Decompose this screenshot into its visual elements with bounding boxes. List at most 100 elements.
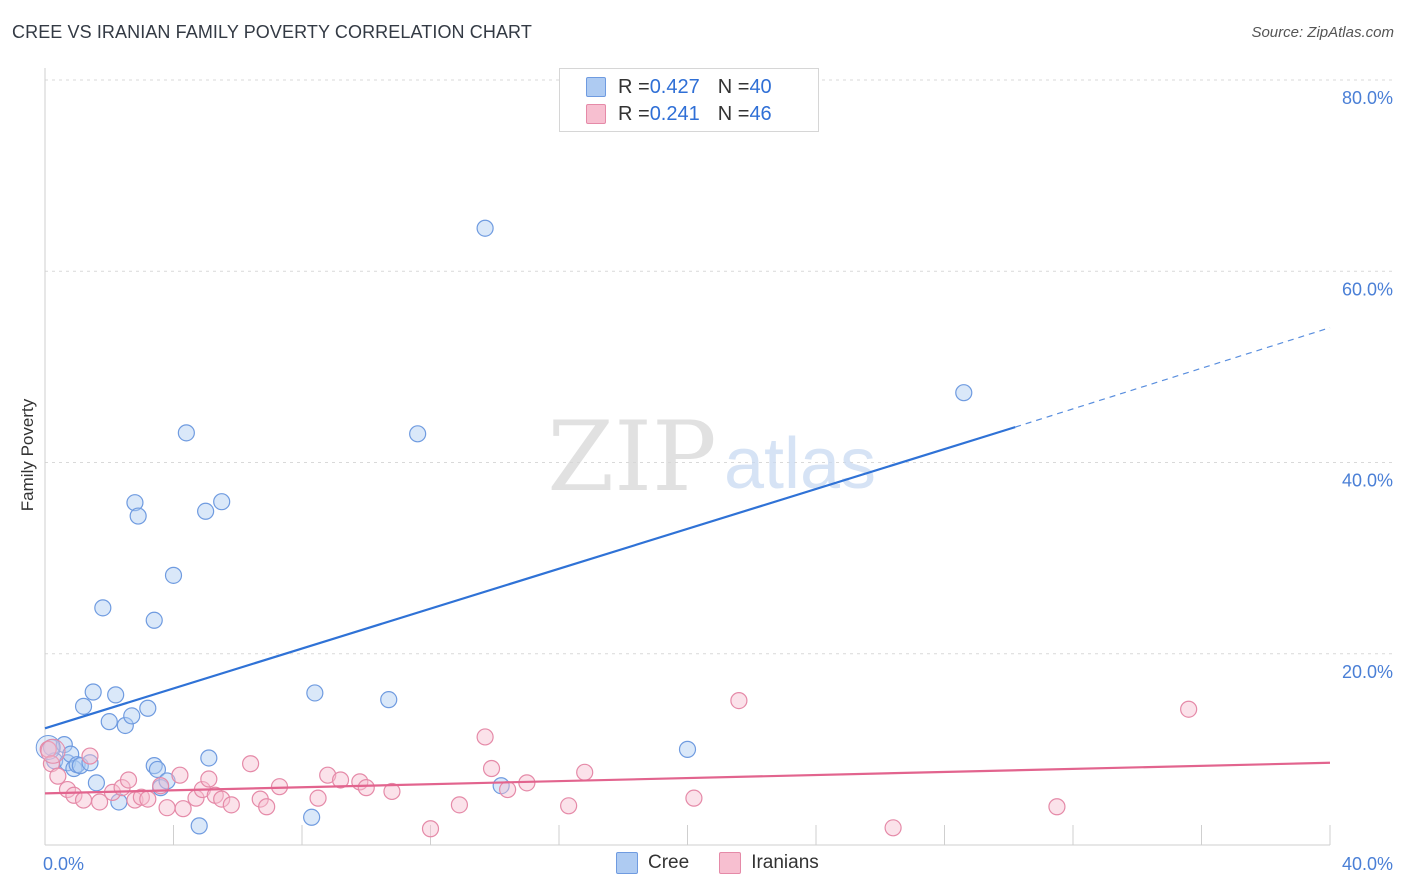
legend-r-label: R = bbox=[618, 102, 650, 125]
y-tick-label: 80.0% bbox=[1342, 88, 1393, 108]
iranians-point bbox=[319, 766, 337, 784]
cree-point bbox=[164, 566, 183, 584]
iranians-point bbox=[331, 771, 350, 789]
iranians-point bbox=[383, 782, 401, 801]
iranians-point bbox=[174, 800, 192, 818]
source-label: Source: ZipAtlas.com bbox=[1251, 24, 1394, 41]
axes bbox=[44, 68, 1331, 846]
x-tick-label: 40.0% bbox=[1342, 854, 1393, 874]
cree-point bbox=[303, 808, 321, 826]
cree-point bbox=[123, 707, 141, 725]
iranians-point bbox=[40, 738, 66, 764]
iranians-point bbox=[1048, 798, 1066, 816]
cree-point bbox=[145, 611, 163, 629]
legend-r-value: 0.427 bbox=[649, 75, 700, 98]
iranians-point bbox=[309, 789, 327, 807]
legend-r-label: R = bbox=[618, 75, 650, 98]
series-cree-points bbox=[35, 219, 973, 835]
iranians-trend-line bbox=[44, 761, 1331, 795]
legend-n-label: N = bbox=[717, 102, 750, 125]
cree-point bbox=[213, 493, 231, 511]
cree-trend-line bbox=[44, 426, 1016, 730]
iranians-point bbox=[91, 793, 109, 811]
iranians-point bbox=[81, 747, 99, 765]
legend-n-label: N = bbox=[717, 75, 750, 98]
legend-n-value: 40 bbox=[749, 75, 772, 98]
legend-label-cree: Cree bbox=[648, 852, 690, 873]
cree-point bbox=[100, 713, 118, 731]
legend-swatch-cree bbox=[586, 77, 606, 97]
iranians-point bbox=[158, 799, 176, 817]
cree-point bbox=[116, 716, 134, 735]
y-tick-label: 60.0% bbox=[1342, 279, 1393, 299]
cree-point bbox=[81, 754, 99, 772]
cree-point bbox=[306, 684, 324, 702]
watermark-zip: ZIP bbox=[547, 401, 716, 513]
watermark: ZIP atlas bbox=[547, 401, 876, 513]
cree-point bbox=[380, 691, 398, 709]
legend-swatch-iranians bbox=[586, 104, 606, 124]
cree-point bbox=[126, 494, 144, 512]
iranians-point bbox=[222, 796, 240, 814]
cree-point bbox=[200, 749, 218, 767]
cree-point bbox=[35, 734, 61, 760]
trend-lines bbox=[44, 327, 1331, 795]
legend-n-value: 46 bbox=[749, 102, 772, 125]
iranians-point bbox=[39, 740, 57, 758]
cree-point bbox=[94, 599, 112, 617]
cree-point bbox=[955, 384, 973, 402]
iranians-point bbox=[139, 790, 157, 808]
chart-title: CREE VS IRANIAN FAMILY POVERTY CORRELATI… bbox=[12, 22, 532, 42]
cree-point bbox=[476, 219, 494, 237]
cree-point bbox=[197, 502, 215, 520]
iranians-point bbox=[884, 819, 902, 837]
cree-trend-extension bbox=[1014, 327, 1331, 428]
iranians-point bbox=[499, 780, 517, 799]
legend-row-iranians: R = 0.241 N = 46 bbox=[586, 101, 772, 127]
iranians-point bbox=[357, 779, 375, 797]
legend-box: R = 0.427 N = 40 R = 0.241 N = 46 bbox=[559, 68, 819, 132]
cree-point bbox=[107, 686, 125, 704]
legend-r-value: 0.241 bbox=[649, 102, 700, 125]
legend-item-iranians[interactable]: Iranians bbox=[719, 852, 819, 874]
iranians-point bbox=[560, 797, 578, 815]
cree-point bbox=[148, 760, 167, 779]
y-tick-label: 40.0% bbox=[1342, 471, 1393, 491]
iranians-point bbox=[119, 771, 138, 789]
cree-point bbox=[139, 699, 157, 717]
cree-point bbox=[62, 745, 80, 763]
iranians-point bbox=[685, 789, 703, 807]
iranians-point bbox=[1180, 700, 1198, 718]
x-tick-label: 0.0% bbox=[43, 854, 84, 874]
cree-point bbox=[177, 424, 195, 442]
iranians-point bbox=[171, 766, 189, 784]
cree-point bbox=[87, 774, 106, 792]
iranians-point bbox=[49, 767, 67, 785]
iranians-point bbox=[576, 763, 594, 781]
cree-point bbox=[409, 425, 427, 443]
iranians-point bbox=[730, 692, 748, 710]
gridlines bbox=[45, 79, 1392, 655]
cree-point bbox=[190, 817, 208, 835]
iranians-point bbox=[450, 796, 469, 814]
iranians-point bbox=[258, 798, 276, 816]
cree-point bbox=[84, 683, 102, 701]
iranians-point bbox=[242, 755, 260, 773]
iranians-point bbox=[74, 791, 93, 809]
iranians-point bbox=[200, 770, 218, 788]
bottom-legend: Cree Iranians bbox=[616, 852, 849, 874]
legend-item-cree[interactable]: Cree bbox=[616, 852, 689, 874]
cree-point bbox=[678, 740, 697, 758]
iranians-point bbox=[421, 820, 440, 838]
cree-point bbox=[129, 507, 147, 525]
iranians-point bbox=[476, 728, 494, 746]
iranians-point bbox=[482, 759, 501, 778]
watermark-atlas: atlas bbox=[724, 424, 876, 504]
iranians-point bbox=[132, 788, 150, 806]
x-tick-labels: 0.0% 40.0% bbox=[43, 854, 1393, 874]
cree-point bbox=[74, 697, 93, 715]
iranians-point bbox=[65, 786, 83, 804]
legend-row-cree: R = 0.427 N = 40 bbox=[586, 74, 772, 100]
legend-swatch-cree bbox=[616, 852, 638, 874]
